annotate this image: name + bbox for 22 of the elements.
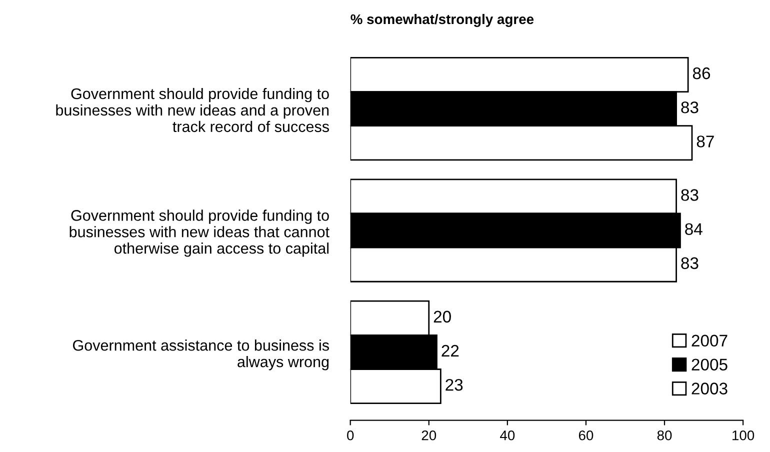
x-tick-label: 100 xyxy=(732,430,754,440)
data-label: 22 xyxy=(442,344,459,357)
x-tick-label: 0 xyxy=(347,430,354,440)
chart-title: % somewhat/strongly agree xyxy=(350,14,534,27)
x-tick-label: 20 xyxy=(422,430,436,440)
legend-label: 2007 xyxy=(692,334,728,347)
y-tick-label: Government assistance to business is always wrong xyxy=(73,340,329,370)
x-tick-label: 60 xyxy=(578,430,594,440)
data-label: 83 xyxy=(681,102,698,114)
data-label: 83 xyxy=(681,189,698,201)
y-tick-label: Government should provide funding to businesses with new ideas and a proven track record of success xyxy=(56,88,329,132)
y-tick-label: Government should provide funding to businesses with new ideas that cannot otherwise gain access to capital xyxy=(70,210,330,257)
legend-label: 2005 xyxy=(692,358,728,371)
data-label: 20 xyxy=(434,310,451,323)
data-label: 87 xyxy=(696,136,714,148)
data-label: 83 xyxy=(681,257,698,270)
x-tick-label: 40 xyxy=(500,430,515,440)
data-label: 84 xyxy=(685,223,702,235)
data-label: 86 xyxy=(692,67,710,80)
x-tick-label: 80 xyxy=(657,430,672,440)
data-label: 23 xyxy=(446,378,463,391)
legend-label: 2003 xyxy=(692,382,728,394)
